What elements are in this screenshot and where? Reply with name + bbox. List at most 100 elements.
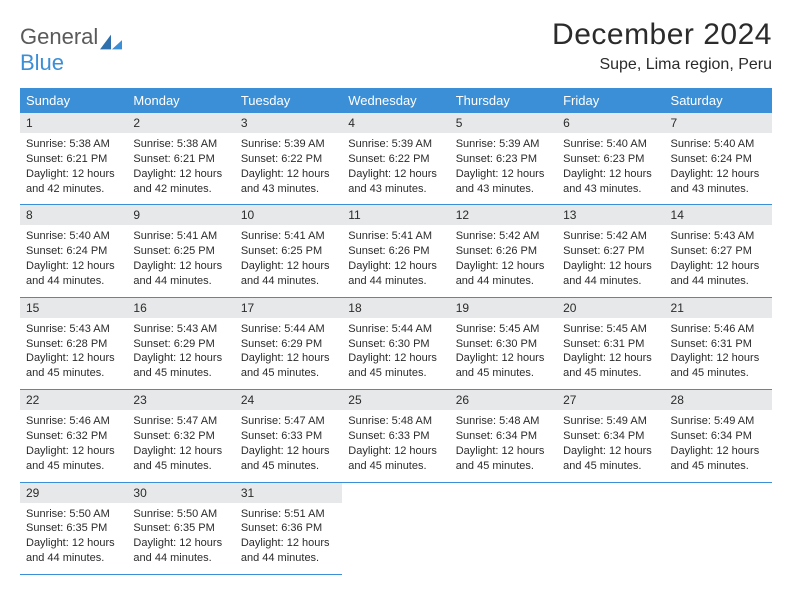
sunrise-line: Sunrise: 5:50 AM — [133, 507, 228, 522]
calendar-day-cell: 5Sunrise: 5:39 AMSunset: 6:23 PMDaylight… — [450, 113, 557, 205]
day-number: 7 — [665, 113, 772, 133]
sunrise-line: Sunrise: 5:41 AM — [133, 229, 228, 244]
daylight-line: Daylight: 12 hours and 45 minutes. — [456, 444, 551, 474]
sunrise-line: Sunrise: 5:47 AM — [133, 414, 228, 429]
title-block: December 2024 Supe, Lima region, Peru — [552, 18, 772, 74]
day-body: Sunrise: 5:47 AMSunset: 6:32 PMDaylight:… — [127, 410, 234, 481]
daylight-line: Daylight: 12 hours and 44 minutes. — [26, 259, 121, 289]
sunset-line: Sunset: 6:26 PM — [456, 244, 551, 259]
daylight-line: Daylight: 12 hours and 45 minutes. — [348, 351, 443, 381]
day-number: 4 — [342, 113, 449, 133]
calendar-day-cell: 3Sunrise: 5:39 AMSunset: 6:22 PMDaylight… — [235, 113, 342, 205]
day-header: Monday — [127, 88, 234, 113]
sunrise-line: Sunrise: 5:40 AM — [671, 137, 766, 152]
day-header: Tuesday — [235, 88, 342, 113]
calendar-day-cell — [557, 482, 664, 574]
day-body: Sunrise: 5:42 AMSunset: 6:26 PMDaylight:… — [450, 225, 557, 296]
day-body: Sunrise: 5:49 AMSunset: 6:34 PMDaylight:… — [665, 410, 772, 481]
day-body: Sunrise: 5:40 AMSunset: 6:24 PMDaylight:… — [20, 225, 127, 296]
sunset-line: Sunset: 6:23 PM — [456, 152, 551, 167]
calendar-day-cell: 2Sunrise: 5:38 AMSunset: 6:21 PMDaylight… — [127, 113, 234, 205]
day-body: Sunrise: 5:43 AMSunset: 6:29 PMDaylight:… — [127, 318, 234, 389]
calendar-day-cell — [450, 482, 557, 574]
sunrise-line: Sunrise: 5:47 AM — [241, 414, 336, 429]
sunrise-line: Sunrise: 5:43 AM — [671, 229, 766, 244]
daylight-line: Daylight: 12 hours and 42 minutes. — [26, 167, 121, 197]
day-number: 22 — [20, 390, 127, 410]
sunrise-line: Sunrise: 5:38 AM — [26, 137, 121, 152]
sunrise-line: Sunrise: 5:42 AM — [456, 229, 551, 244]
day-body: Sunrise: 5:41 AMSunset: 6:25 PMDaylight:… — [235, 225, 342, 296]
day-body: Sunrise: 5:43 AMSunset: 6:27 PMDaylight:… — [665, 225, 772, 296]
day-header: Saturday — [665, 88, 772, 113]
calendar-day-cell: 6Sunrise: 5:40 AMSunset: 6:23 PMDaylight… — [557, 113, 664, 205]
daylight-line: Daylight: 12 hours and 45 minutes. — [26, 444, 121, 474]
day-number: 15 — [20, 298, 127, 318]
calendar-week-row: 22Sunrise: 5:46 AMSunset: 6:32 PMDayligh… — [20, 390, 772, 482]
sunrise-line: Sunrise: 5:40 AM — [26, 229, 121, 244]
calendar-day-cell: 27Sunrise: 5:49 AMSunset: 6:34 PMDayligh… — [557, 390, 664, 482]
daylight-line: Daylight: 12 hours and 45 minutes. — [671, 351, 766, 381]
day-number: 6 — [557, 113, 664, 133]
calendar-week-row: 15Sunrise: 5:43 AMSunset: 6:28 PMDayligh… — [20, 297, 772, 389]
day-number: 1 — [20, 113, 127, 133]
calendar-day-cell: 21Sunrise: 5:46 AMSunset: 6:31 PMDayligh… — [665, 297, 772, 389]
calendar-week-row: 1Sunrise: 5:38 AMSunset: 6:21 PMDaylight… — [20, 113, 772, 205]
calendar-day-cell: 26Sunrise: 5:48 AMSunset: 6:34 PMDayligh… — [450, 390, 557, 482]
calendar-day-cell: 10Sunrise: 5:41 AMSunset: 6:25 PMDayligh… — [235, 205, 342, 297]
day-body: Sunrise: 5:46 AMSunset: 6:31 PMDaylight:… — [665, 318, 772, 389]
sunset-line: Sunset: 6:27 PM — [563, 244, 658, 259]
calendar-day-cell: 29Sunrise: 5:50 AMSunset: 6:35 PMDayligh… — [20, 482, 127, 574]
day-number: 24 — [235, 390, 342, 410]
daylight-line: Daylight: 12 hours and 45 minutes. — [348, 444, 443, 474]
daylight-line: Daylight: 12 hours and 44 minutes. — [26, 536, 121, 566]
daylight-line: Daylight: 12 hours and 42 minutes. — [133, 167, 228, 197]
day-number: 29 — [20, 483, 127, 503]
day-number: 16 — [127, 298, 234, 318]
sunset-line: Sunset: 6:33 PM — [348, 429, 443, 444]
sunrise-line: Sunrise: 5:44 AM — [241, 322, 336, 337]
sunrise-line: Sunrise: 5:51 AM — [241, 507, 336, 522]
day-number: 12 — [450, 205, 557, 225]
sunrise-line: Sunrise: 5:39 AM — [241, 137, 336, 152]
day-body: Sunrise: 5:44 AMSunset: 6:30 PMDaylight:… — [342, 318, 449, 389]
sunrise-line: Sunrise: 5:50 AM — [26, 507, 121, 522]
daylight-line: Daylight: 12 hours and 43 minutes. — [671, 167, 766, 197]
day-number: 10 — [235, 205, 342, 225]
sunset-line: Sunset: 6:31 PM — [563, 337, 658, 352]
day-body: Sunrise: 5:45 AMSunset: 6:31 PMDaylight:… — [557, 318, 664, 389]
daylight-line: Daylight: 12 hours and 45 minutes. — [456, 351, 551, 381]
day-number: 20 — [557, 298, 664, 318]
sunset-line: Sunset: 6:27 PM — [671, 244, 766, 259]
sunset-line: Sunset: 6:22 PM — [348, 152, 443, 167]
daylight-line: Daylight: 12 hours and 45 minutes. — [241, 444, 336, 474]
daylight-line: Daylight: 12 hours and 43 minutes. — [563, 167, 658, 197]
sunset-line: Sunset: 6:29 PM — [133, 337, 228, 352]
calendar-day-cell: 4Sunrise: 5:39 AMSunset: 6:22 PMDaylight… — [342, 113, 449, 205]
calendar-day-cell: 12Sunrise: 5:42 AMSunset: 6:26 PMDayligh… — [450, 205, 557, 297]
day-number: 5 — [450, 113, 557, 133]
calendar-day-cell: 15Sunrise: 5:43 AMSunset: 6:28 PMDayligh… — [20, 297, 127, 389]
calendar-day-cell: 31Sunrise: 5:51 AMSunset: 6:36 PMDayligh… — [235, 482, 342, 574]
calendar-day-cell: 8Sunrise: 5:40 AMSunset: 6:24 PMDaylight… — [20, 205, 127, 297]
sunset-line: Sunset: 6:32 PM — [133, 429, 228, 444]
day-number: 17 — [235, 298, 342, 318]
sunset-line: Sunset: 6:22 PM — [241, 152, 336, 167]
daylight-line: Daylight: 12 hours and 45 minutes. — [241, 351, 336, 381]
calendar-day-cell: 17Sunrise: 5:44 AMSunset: 6:29 PMDayligh… — [235, 297, 342, 389]
daylight-line: Daylight: 12 hours and 44 minutes. — [563, 259, 658, 289]
calendar-day-cell: 18Sunrise: 5:44 AMSunset: 6:30 PMDayligh… — [342, 297, 449, 389]
day-header: Friday — [557, 88, 664, 113]
sunset-line: Sunset: 6:25 PM — [133, 244, 228, 259]
sunrise-line: Sunrise: 5:41 AM — [241, 229, 336, 244]
day-number: 14 — [665, 205, 772, 225]
sunset-line: Sunset: 6:28 PM — [26, 337, 121, 352]
day-body: Sunrise: 5:50 AMSunset: 6:35 PMDaylight:… — [127, 503, 234, 574]
day-number: 28 — [665, 390, 772, 410]
day-number: 18 — [342, 298, 449, 318]
sunset-line: Sunset: 6:25 PM — [241, 244, 336, 259]
day-body: Sunrise: 5:51 AMSunset: 6:36 PMDaylight:… — [235, 503, 342, 574]
day-number: 21 — [665, 298, 772, 318]
sunrise-line: Sunrise: 5:45 AM — [563, 322, 658, 337]
day-number: 27 — [557, 390, 664, 410]
